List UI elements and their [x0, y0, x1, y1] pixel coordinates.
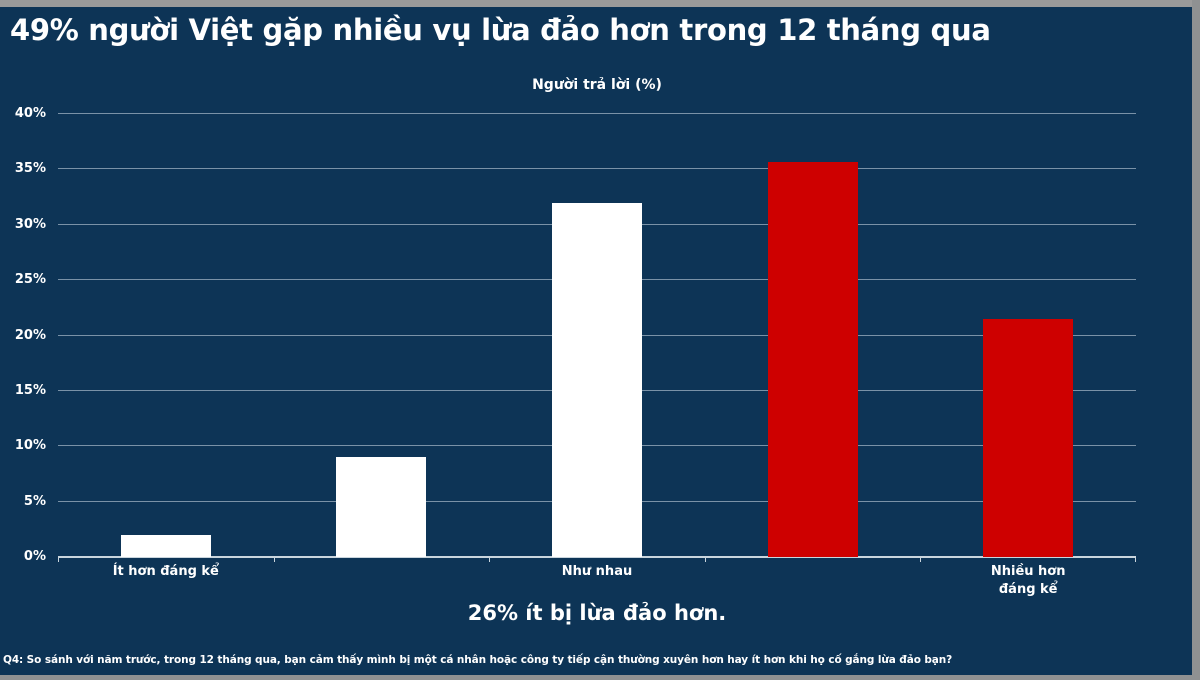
- chart-title: 49% người Việt gặp nhiều vụ lừa đảo hơn …: [10, 13, 991, 47]
- gridline-35%: [58, 168, 1136, 170]
- x-tick-label-Nhiều hơn đáng kể: Nhiều hơn đáng kể: [990, 564, 1066, 598]
- footnote-text: Q4: So sánh với năm trước, trong 12 thán…: [3, 654, 953, 666]
- window-frame-right: [1192, 0, 1200, 680]
- gridline-40%: [58, 113, 1136, 114]
- bar-Nhiều hơn đáng kể: [983, 318, 1074, 557]
- y-tick-label-30%: 30%: [14, 216, 46, 232]
- x-axis-line: [58, 556, 1136, 558]
- bar-category-2: [336, 457, 427, 557]
- y-tick-label-15%: 15%: [14, 382, 46, 398]
- x-axis-labels: Ít hơn đáng kể Như nhau Nhiều hơn đáng kể: [58, 563, 1136, 605]
- chart-subtitle: Người trả lời (%): [532, 77, 662, 93]
- y-axis-labels: 0% 5% 10% 15% 20% 25% 30% 35% 40%: [0, 106, 46, 564]
- x-axis-tick: [920, 557, 922, 562]
- bar-Như nhau: [552, 202, 642, 557]
- x-tick-label-Ít hơn đáng kể: Ít hơn đáng kể: [112, 564, 219, 579]
- x-axis-tick: [489, 557, 491, 562]
- y-tick-label-40%: 40%: [14, 106, 46, 121]
- plot-area: [58, 113, 1136, 562]
- x-tick-label-Như nhau: Như nhau: [561, 564, 633, 579]
- slide: 49% người Việt gặp nhiều vụ lừa đảo hơn …: [0, 7, 1192, 675]
- window-frame-top: [0, 0, 1200, 7]
- y-tick-label-10%: 10%: [14, 438, 46, 454]
- bar-category-4: [767, 161, 858, 557]
- y-tick-label-25%: 25%: [14, 272, 46, 288]
- x-axis-tick: [704, 557, 706, 562]
- y-tick-label-20%: 20%: [14, 327, 46, 343]
- bar-Ít hơn đáng kể: [120, 534, 211, 557]
- x-axis-tick: [58, 557, 59, 562]
- callout-text: 26% ít bị lừa đảo hơn.: [467, 601, 727, 625]
- x-axis-tick: [273, 557, 275, 562]
- x-axis-tick: [1135, 557, 1136, 562]
- y-tick-label-5%: 5%: [23, 493, 46, 509]
- y-tick-label-35%: 35%: [14, 161, 46, 177]
- y-tick-label-0%: 0%: [23, 549, 46, 564]
- window-frame-bottom: [0, 675, 1200, 680]
